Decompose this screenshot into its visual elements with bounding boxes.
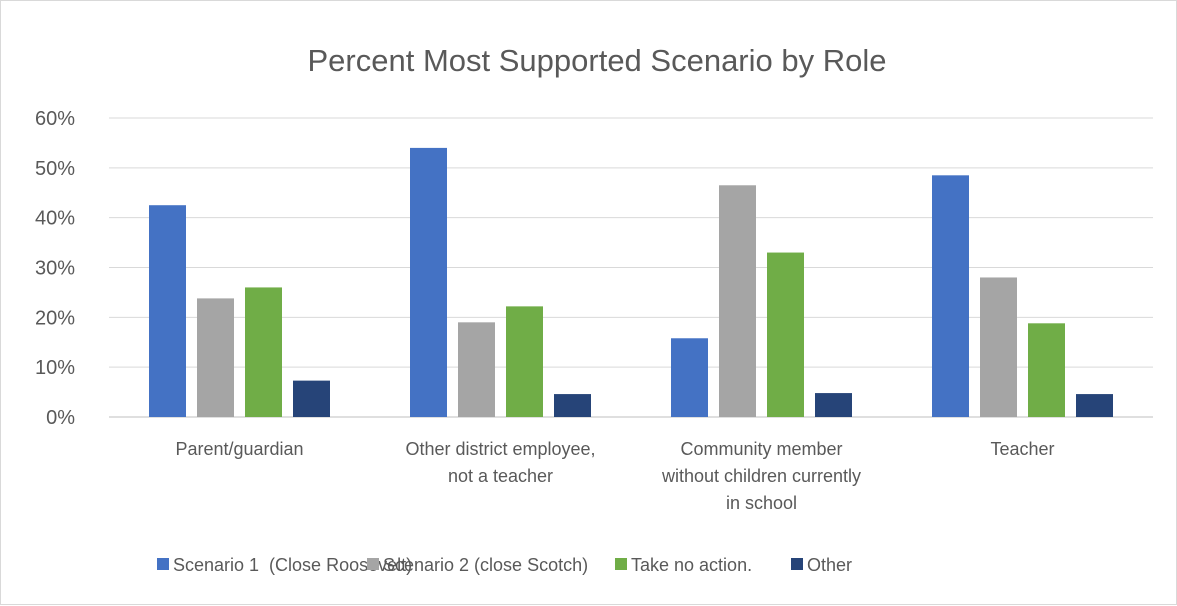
gridlines	[109, 117, 1153, 418]
bar	[815, 393, 852, 417]
bar	[197, 298, 234, 417]
x-category-label: Parent/guardian	[175, 439, 303, 459]
x-axis-categories: Parent/guardian Other district employee, n…	[175, 439, 1054, 513]
legend-label: Take no action.	[631, 555, 752, 575]
bar	[1028, 323, 1065, 417]
legend-swatch	[791, 558, 803, 570]
y-tick-label: 10%	[35, 357, 75, 379]
bar	[932, 175, 969, 417]
bar	[149, 205, 186, 417]
bars	[149, 147, 1113, 417]
bar	[1076, 394, 1113, 417]
legend-label: Other	[807, 555, 852, 575]
x-category-label: Other district employee, not a teacher	[405, 439, 595, 486]
legend-label: Scenario 2 (close Scotch)	[383, 555, 588, 575]
y-tick-label: 20%	[35, 307, 75, 329]
legend-swatch	[615, 558, 627, 570]
bar	[245, 287, 282, 417]
bar	[293, 380, 330, 417]
bar	[410, 147, 447, 417]
x-category-label: Community member without children current…	[661, 439, 861, 513]
bar	[671, 338, 708, 417]
bar	[458, 322, 495, 417]
bar	[554, 394, 591, 417]
y-tick-label: 0%	[46, 407, 75, 429]
bar	[506, 306, 543, 417]
y-tick-label: 50%	[35, 158, 75, 180]
x-category-label: Teacher	[990, 439, 1054, 459]
legend: Scenario 1 (Close Roosevelt)Scenario 2 (…	[157, 555, 852, 575]
bar	[719, 185, 756, 417]
y-tick-label: 30%	[35, 258, 75, 280]
bar	[767, 252, 804, 417]
y-tick-label: 40%	[35, 208, 75, 230]
y-tick-label: 60%	[35, 108, 75, 130]
legend-swatch	[367, 558, 379, 570]
bar	[980, 277, 1017, 417]
legend-swatch	[157, 558, 169, 570]
chart-title: Percent Most Supported Scenario by Role	[308, 43, 887, 78]
legend-label: Scenario 1 (Close Roosevelt)	[173, 555, 412, 575]
y-axis-ticks: 0% 10% 20% 30% 40% 50% 60%	[35, 108, 75, 429]
